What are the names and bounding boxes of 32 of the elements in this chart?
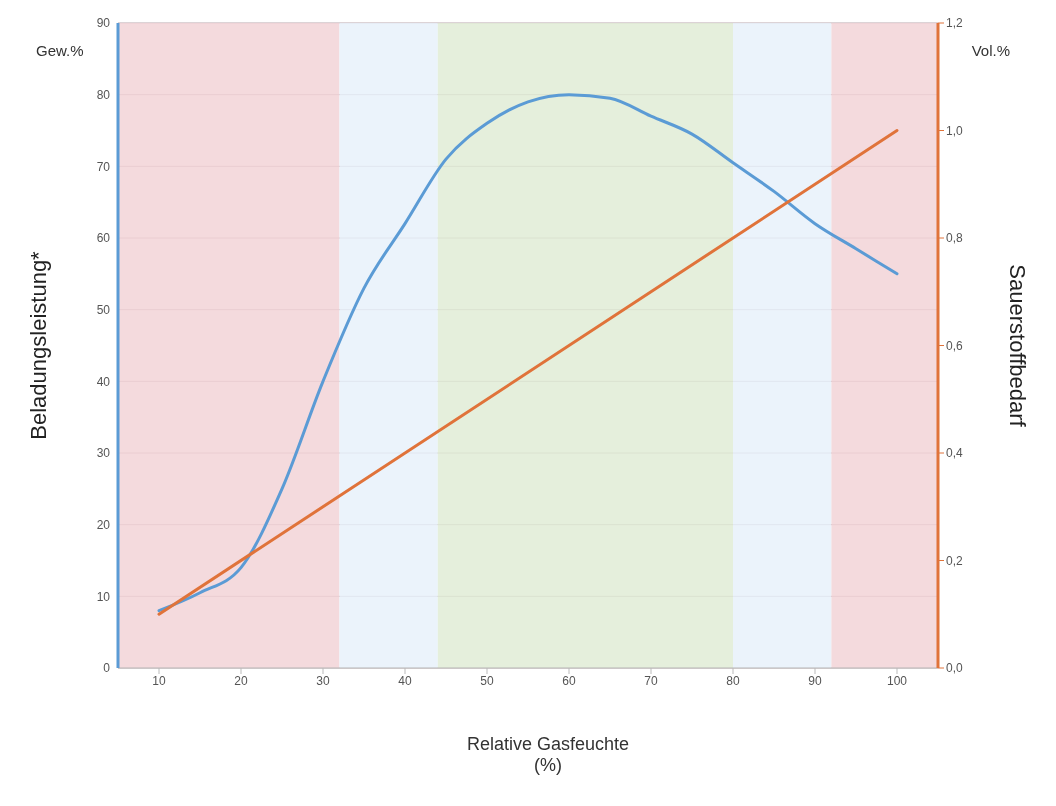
y-tick-label: 20	[96, 517, 111, 532]
y2-tick-label: 0,4	[946, 446, 964, 461]
x-tick-label: 20	[234, 673, 248, 688]
x-tick-label: 40	[398, 673, 412, 688]
y2-tick-label: 0,6	[946, 338, 964, 353]
x-tick-label: 30	[316, 673, 330, 688]
y-tick-label: 90	[96, 16, 111, 31]
x-tick-label: 60	[562, 673, 576, 688]
y-axis-title: Beladungsleistung*	[25, 250, 51, 440]
y-tick-label: 10	[96, 589, 111, 604]
y2-axis-title: Sauerstoffbedarf	[1005, 264, 1031, 428]
y-tick-label: 70	[96, 159, 111, 174]
y-tick-label: 30	[96, 446, 111, 461]
x-tick-label: 100	[886, 673, 908, 688]
y-tick-label: 0	[103, 661, 111, 676]
x-tick-label: 80	[726, 673, 740, 688]
x-tick-label: 50	[480, 673, 494, 688]
y-tick-label: 50	[96, 302, 111, 317]
x-axis-title: Relative Gasfeuchte (%)	[465, 734, 631, 776]
y2-tick-label: 0,8	[946, 231, 964, 246]
y2-tick-label: 0,0	[946, 661, 964, 676]
y2-tick-label: 1,0	[946, 123, 964, 138]
y2-tick-label: 0,2	[946, 553, 964, 568]
x-tick-label: 10	[152, 673, 166, 688]
text: Vol.%	[971, 42, 1010, 59]
text: Gew.%	[36, 42, 84, 59]
x-tick-label: 90	[808, 673, 822, 688]
x-tick-label: 70	[644, 673, 658, 688]
y-tick-label: 60	[96, 231, 111, 246]
y2-tick-label: 1,2	[946, 16, 964, 31]
y-tick-label: 80	[96, 87, 111, 102]
y-tick-label: 40	[96, 374, 111, 389]
